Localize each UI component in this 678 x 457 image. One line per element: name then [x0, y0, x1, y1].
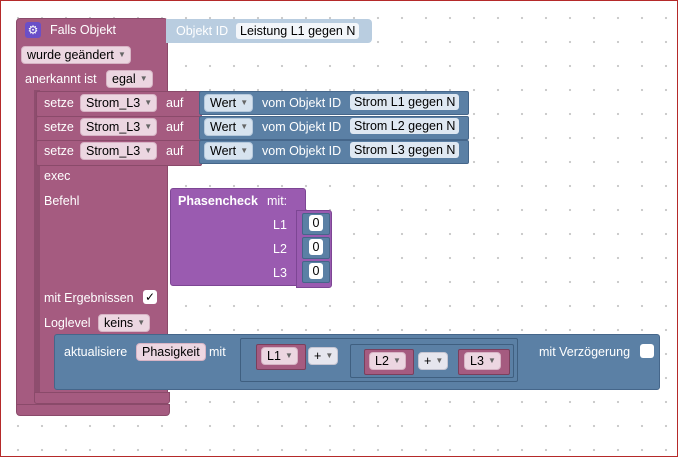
chevron-down-icon: ▼	[240, 98, 249, 107]
set-label: setze	[44, 144, 74, 158]
loglevel-label: Loglevel	[44, 316, 91, 330]
set-variable-value: Strom_L3	[86, 120, 141, 134]
set-variable-dropdown[interactable]: Strom_L3 ▼	[80, 142, 158, 160]
chevron-down-icon: ▼	[284, 351, 293, 360]
variable-dropdown-l1[interactable]: L1 ▼	[261, 347, 298, 365]
set-label: setze	[44, 120, 74, 134]
update-target-value: Phasigkeit	[142, 345, 200, 359]
ack-dropdown[interactable]: egal ▼	[106, 70, 153, 88]
set-label: setze	[44, 96, 74, 110]
param-value-l1[interactable]: 0	[309, 215, 323, 231]
from-object-label: vom Objekt ID	[262, 144, 342, 158]
value-type-value: Wert	[210, 120, 237, 134]
source-object-field[interactable]: Strom L2 gegen N	[350, 118, 460, 134]
chevron-down-icon: ▼	[144, 98, 153, 107]
results-checkbox[interactable]: ✓	[143, 290, 157, 304]
phasencheck-block[interactable]	[170, 188, 306, 286]
param-value-l3[interactable]: 0	[309, 263, 323, 279]
trigger-block-footer	[34, 392, 170, 404]
update-with-label: mit	[209, 345, 226, 359]
object-id-label: Objekt ID	[176, 24, 229, 38]
change-type-value: wurde geändert	[27, 48, 114, 62]
from-object-label: vom Objekt ID	[262, 120, 342, 134]
param-name-l3: L3	[273, 266, 287, 280]
ack-label: anerkannt ist	[25, 72, 97, 86]
loglevel-dropdown[interactable]: keins ▼	[98, 314, 151, 332]
exec-label: exec	[44, 169, 71, 183]
change-type-dropdown[interactable]: wurde geändert ▼	[21, 46, 131, 64]
param-value-l2[interactable]: 0	[309, 239, 323, 255]
loglevel-value: keins	[104, 316, 134, 330]
command-label: Befehl	[44, 194, 80, 208]
update-label: aktualisiere	[64, 345, 128, 359]
to-label: auf	[166, 96, 184, 110]
phasencheck-with-label: mit:	[267, 194, 288, 208]
chevron-down-icon: ▼	[325, 351, 334, 360]
value-type-dropdown[interactable]: Wert ▼	[204, 94, 254, 112]
param-name-l2: L2	[273, 242, 287, 256]
value-type-value: Wert	[210, 96, 237, 110]
chevron-down-icon: ▼	[117, 50, 126, 59]
chevron-down-icon: ▼	[139, 74, 148, 83]
trigger-block-arm	[34, 90, 40, 402]
object-id-field[interactable]: Leistung L1 gegen N	[236, 23, 360, 39]
value-type-value: Wert	[210, 144, 237, 158]
operator-value-2: +	[424, 354, 432, 368]
chevron-down-icon: ▼	[137, 318, 146, 327]
delay-checkbox[interactable]	[640, 344, 654, 358]
value-type-dropdown[interactable]: Wert ▼	[204, 118, 254, 136]
trigger-block-footer-2	[16, 404, 170, 416]
delay-label: mit Verzögerung	[539, 345, 631, 359]
chevron-down-icon: ▼	[392, 356, 401, 365]
from-object-label: vom Objekt ID	[262, 96, 342, 110]
chevron-down-icon: ▼	[144, 122, 153, 131]
set-variable-value: Strom_L3	[86, 144, 141, 158]
set-variable-dropdown[interactable]: Strom_L3 ▼	[80, 118, 158, 136]
source-object-field[interactable]: Strom L1 gegen N	[350, 94, 460, 110]
chevron-down-icon: ▼	[435, 356, 444, 365]
chevron-down-icon: ▼	[144, 146, 153, 155]
variable-dropdown-l3[interactable]: L3 ▼	[464, 352, 501, 370]
ack-value: egal	[112, 72, 136, 86]
set-variable-dropdown[interactable]: Strom_L3 ▼	[80, 94, 158, 112]
variable-value-l3: L3	[470, 354, 484, 368]
update-target-field[interactable]: Phasigkeit	[136, 343, 206, 361]
to-label: auf	[166, 120, 184, 134]
to-label: auf	[166, 144, 184, 158]
gear-icon[interactable]: ⚙	[25, 22, 41, 38]
variable-value-l2: L2	[375, 354, 389, 368]
source-object-field[interactable]: Strom L3 gegen N	[350, 142, 460, 158]
set-variable-value: Strom_L3	[86, 96, 141, 110]
value-type-dropdown[interactable]: Wert ▼	[204, 142, 254, 160]
chevron-down-icon: ▼	[240, 122, 249, 131]
operator-dropdown-2[interactable]: + ▼	[418, 352, 449, 370]
trigger-title: Falls Objekt	[50, 23, 116, 37]
phasencheck-title: Phasencheck	[178, 194, 258, 208]
operator-dropdown-1[interactable]: + ▼	[308, 347, 339, 365]
variable-value-l1: L1	[267, 349, 281, 363]
param-name-l1: L1	[273, 218, 287, 232]
variable-dropdown-l2[interactable]: L2 ▼	[369, 352, 406, 370]
operator-value-1: +	[314, 349, 322, 363]
results-label: mit Ergebnissen	[44, 291, 134, 305]
chevron-down-icon: ▼	[487, 356, 496, 365]
chevron-down-icon: ▼	[240, 146, 249, 155]
